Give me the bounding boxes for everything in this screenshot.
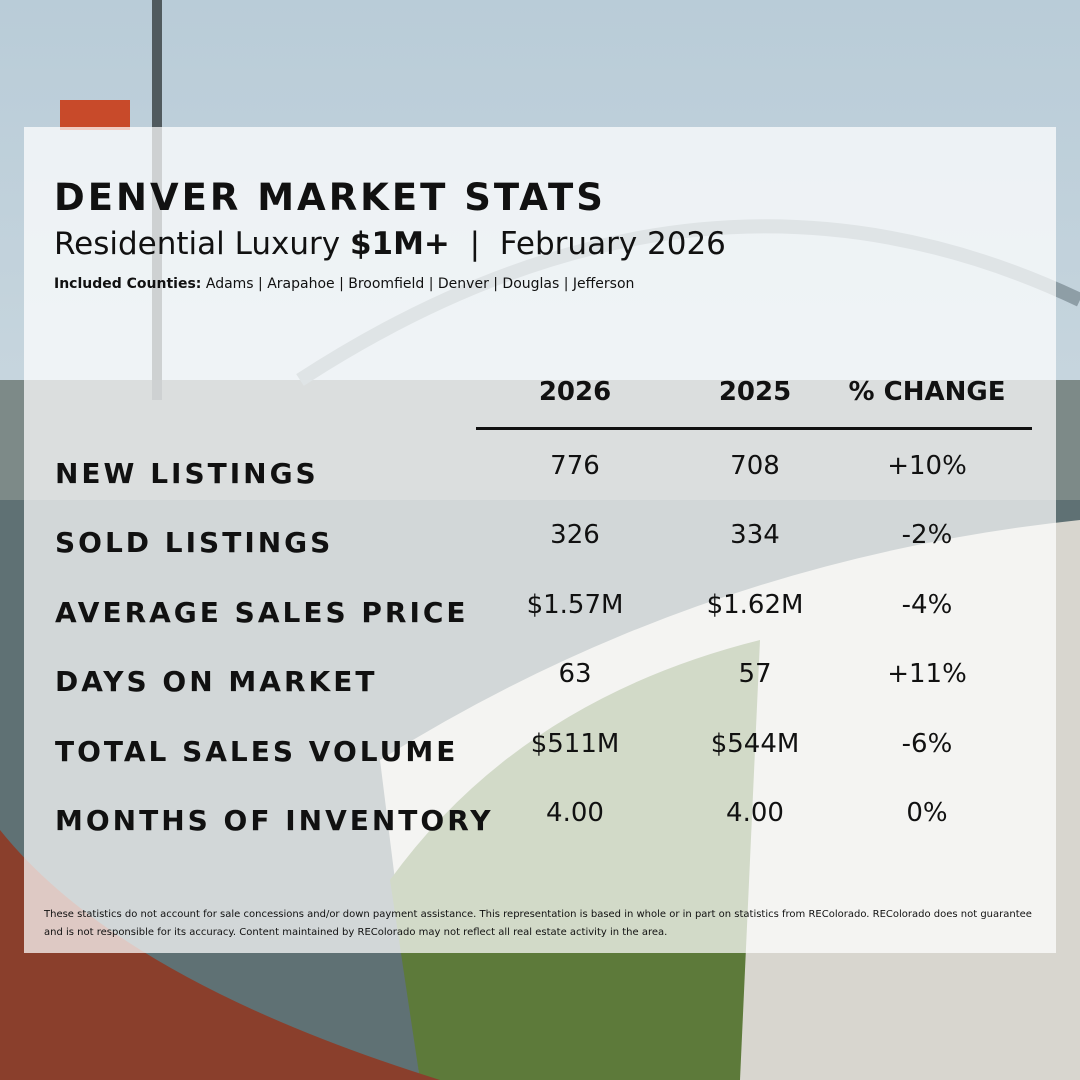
column-header: 2026 xyxy=(538,377,612,407)
county-list: Adams | Arapahoe | Broomfield | Denver |… xyxy=(205,276,635,292)
separator: | xyxy=(469,226,481,262)
row-label: SOLD LISTINGS xyxy=(55,526,334,560)
cell-value: 334 xyxy=(730,520,780,551)
row-label: DAYS ON MARKET xyxy=(55,665,378,699)
cell-value: -4% xyxy=(901,589,953,620)
header-rule xyxy=(476,427,1032,430)
column-header: 2025 xyxy=(718,377,792,407)
cell-value: $544M xyxy=(710,728,800,759)
cell-value: -2% xyxy=(901,520,953,551)
footnote: These statistics do not account for sale… xyxy=(44,909,1032,938)
row-label: TOTAL SALES VOLUME xyxy=(55,734,459,768)
cell-value: 776 xyxy=(550,451,600,481)
cell-value: 708 xyxy=(730,451,780,481)
row-label: AVERAGE SALES PRICE xyxy=(55,595,469,629)
cell-value: +11% xyxy=(887,659,967,690)
cell-value: 0% xyxy=(906,798,948,828)
stats-panel xyxy=(24,127,1056,953)
subtitle: Residential Luxury $1M+ | February 2026 xyxy=(54,226,726,262)
title: DENVER MARKET STATS xyxy=(54,176,606,219)
row-label: MONTHS OF INVENTORY xyxy=(55,804,494,837)
cell-value: 57 xyxy=(738,659,772,690)
counties: Included Counties: Adams | Arapahoe | Br… xyxy=(54,276,634,292)
cell-value: 326 xyxy=(550,520,600,551)
cell-value: 4.00 xyxy=(726,798,784,828)
cell-value: $511M xyxy=(530,728,620,759)
counties-label: Included Counties: xyxy=(54,276,202,292)
report-date: February 2026 xyxy=(499,226,726,262)
cell-value: 63 xyxy=(558,659,592,690)
cell-value: $1.57M xyxy=(526,589,624,620)
cell-value: 4.00 xyxy=(546,798,604,828)
column-header: % CHANGE xyxy=(848,377,1006,407)
cell-value: $1.62M xyxy=(706,589,804,620)
cell-value: -6% xyxy=(901,728,953,759)
subtitle-prefix: Residential Luxury xyxy=(54,226,341,262)
cell-value: +10% xyxy=(887,451,967,481)
row-label: NEW LISTINGS xyxy=(55,457,319,490)
price-range: $1M+ xyxy=(349,226,450,262)
